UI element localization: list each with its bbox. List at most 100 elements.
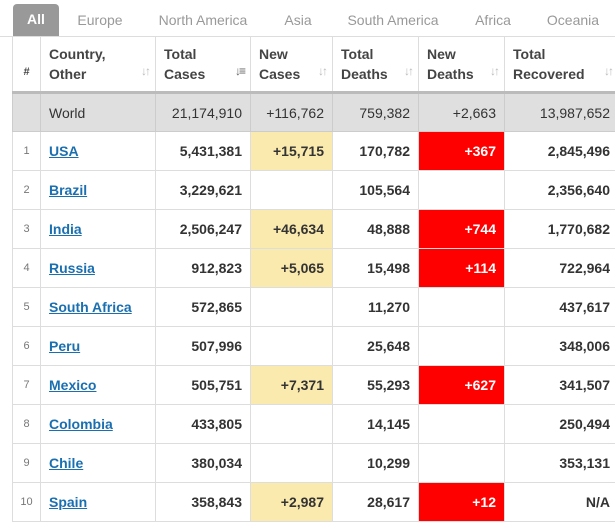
row-num: 1 xyxy=(12,131,41,171)
country-link[interactable]: Chile xyxy=(49,455,84,471)
header-country-line2: Other xyxy=(49,66,87,82)
world-total-cases: 21,174,910 xyxy=(155,92,251,132)
total-cases-cell: 5,431,381 xyxy=(155,131,251,171)
header-new-cases-line1: New xyxy=(259,46,288,62)
total-cases-cell: 358,843 xyxy=(155,482,251,522)
tab-south-america[interactable]: South America xyxy=(347,12,439,28)
row-num: 10 xyxy=(12,482,41,522)
world-total-recovered: 13,987,652 xyxy=(504,92,615,132)
tab-europe[interactable]: Europe xyxy=(77,12,123,28)
new-deaths-cell xyxy=(418,443,505,483)
country-link[interactable]: Peru xyxy=(49,338,81,354)
row-num: 4 xyxy=(12,248,41,288)
country-link[interactable]: India xyxy=(49,221,82,237)
country-cell: Chile xyxy=(40,443,156,483)
sort-arrows-icon[interactable]: ↓↑ xyxy=(490,64,500,78)
world-country: World xyxy=(40,92,156,132)
country-link[interactable]: Colombia xyxy=(49,416,113,432)
header-total-cases-line2: Cases xyxy=(164,66,206,82)
total-deaths-cell: 55,293 xyxy=(332,365,419,405)
row-num: 9 xyxy=(12,443,41,483)
total-cases-cell: 912,823 xyxy=(155,248,251,288)
sort-arrows-icon[interactable]: ↓↑ xyxy=(604,64,614,78)
sort-desc-icon[interactable]: ↓≡ xyxy=(234,64,246,78)
tab-all[interactable]: All xyxy=(13,4,59,36)
country-cell: Colombia xyxy=(40,404,156,444)
tab-asia[interactable]: Asia xyxy=(284,12,312,28)
country-link[interactable]: South Africa xyxy=(49,299,132,315)
table-row: 7 Mexico 505,751 +7,371 55,293 +627 341,507 xyxy=(12,365,615,405)
header-new-deaths-line1: New xyxy=(427,46,456,62)
country-cell: South Africa xyxy=(40,287,156,327)
header-row: # Country, Other ↓↑ Total Cases ↓≡ New C… xyxy=(12,36,615,93)
row-num: 7 xyxy=(12,365,41,405)
total-deaths-cell: 11,270 xyxy=(332,287,419,327)
table-row: 2 Brazil 3,229,621 105,564 2,356,640 xyxy=(12,170,615,210)
table-row: 9 Chile 380,034 10,299 353,131 xyxy=(12,443,615,483)
new-deaths-cell xyxy=(418,404,505,444)
country-link[interactable]: USA xyxy=(49,143,79,159)
tab-oceania[interactable]: Oceania xyxy=(546,12,600,28)
total-cases-cell: 505,751 xyxy=(155,365,251,405)
table-row: 3 India 2,506,247 +46,634 48,888 +744 1,770,68… xyxy=(12,209,615,249)
header-country[interactable]: Country, Other ↓↑ xyxy=(40,36,156,93)
header-total-recovered[interactable]: Total Recovered ↓↑ xyxy=(504,36,615,93)
total-deaths-cell: 48,888 xyxy=(332,209,419,249)
new-deaths-cell: +744 xyxy=(418,209,505,249)
table-row: 10 Spain 358,843 +2,987 28,617 +12 N/A xyxy=(12,482,615,522)
header-total-deaths-line1: Total xyxy=(341,46,374,62)
sort-arrows-icon[interactable]: ↓↑ xyxy=(141,64,151,78)
sort-arrows-icon[interactable]: ↓↑ xyxy=(404,64,414,78)
row-num: 3 xyxy=(12,209,41,249)
world-new-cases: +116,762 xyxy=(250,92,333,132)
country-cell: Brazil xyxy=(40,170,156,210)
table-row: 1 USA 5,431,381 +15,715 170,782 +367 2,845,496 xyxy=(12,131,615,171)
new-cases-cell: +2,987 xyxy=(250,482,333,522)
header-new-deaths[interactable]: New Deaths ↓↑ xyxy=(418,36,505,93)
new-cases-cell: +46,634 xyxy=(250,209,333,249)
total-deaths-cell: 10,299 xyxy=(332,443,419,483)
total-deaths-cell: 28,617 xyxy=(332,482,419,522)
row-num: 5 xyxy=(12,287,41,327)
total-recovered-cell: N/A xyxy=(504,482,615,522)
row-num: 6 xyxy=(12,326,41,366)
sort-arrows-icon[interactable]: ↓↑ xyxy=(318,64,328,78)
header-new-cases-line2: Cases xyxy=(259,66,301,82)
country-link[interactable]: Spain xyxy=(49,494,88,510)
country-link[interactable]: Russia xyxy=(49,260,95,276)
total-deaths-cell: 25,648 xyxy=(332,326,419,366)
new-cases-cell xyxy=(250,443,333,483)
total-deaths-cell: 105,564 xyxy=(332,170,419,210)
new-cases-cell: +7,371 xyxy=(250,365,333,405)
country-link[interactable]: Mexico xyxy=(49,377,97,393)
header-total-recovered-line1: Total xyxy=(513,46,546,62)
country-link[interactable]: Brazil xyxy=(49,182,88,198)
total-cases-cell: 380,034 xyxy=(155,443,251,483)
table-row: 4 Russia 912,823 +5,065 15,498 +114 722,964 xyxy=(12,248,615,288)
header-total-cases[interactable]: Total Cases ↓≡ xyxy=(155,36,251,93)
country-cell: USA xyxy=(40,131,156,171)
header-total-deaths[interactable]: Total Deaths ↓↑ xyxy=(332,36,419,93)
country-cell: India xyxy=(40,209,156,249)
new-cases-cell xyxy=(250,404,333,444)
tab-north-america[interactable]: North America xyxy=(158,12,248,28)
header-total-recovered-line2: Recovered xyxy=(513,66,585,82)
country-cell: Mexico xyxy=(40,365,156,405)
country-cell: Russia xyxy=(40,248,156,288)
total-recovered-cell: 341,507 xyxy=(504,365,615,405)
country-cell: Spain xyxy=(40,482,156,522)
total-deaths-cell: 14,145 xyxy=(332,404,419,444)
total-recovered-cell: 437,617 xyxy=(504,287,615,327)
row-num: 8 xyxy=(12,404,41,444)
header-new-deaths-line2: Deaths xyxy=(427,66,474,82)
new-cases-cell xyxy=(250,326,333,366)
header-new-cases[interactable]: New Cases ↓↑ xyxy=(250,36,333,93)
total-recovered-cell: 2,845,496 xyxy=(504,131,615,171)
tab-africa[interactable]: Africa xyxy=(475,12,511,28)
row-num: 2 xyxy=(12,170,41,210)
total-recovered-cell: 348,006 xyxy=(504,326,615,366)
total-deaths-cell: 15,498 xyxy=(332,248,419,288)
new-cases-cell: +5,065 xyxy=(250,248,333,288)
region-tabs: All Europe North America Asia South Amer… xyxy=(0,0,615,37)
total-recovered-cell: 353,131 xyxy=(504,443,615,483)
